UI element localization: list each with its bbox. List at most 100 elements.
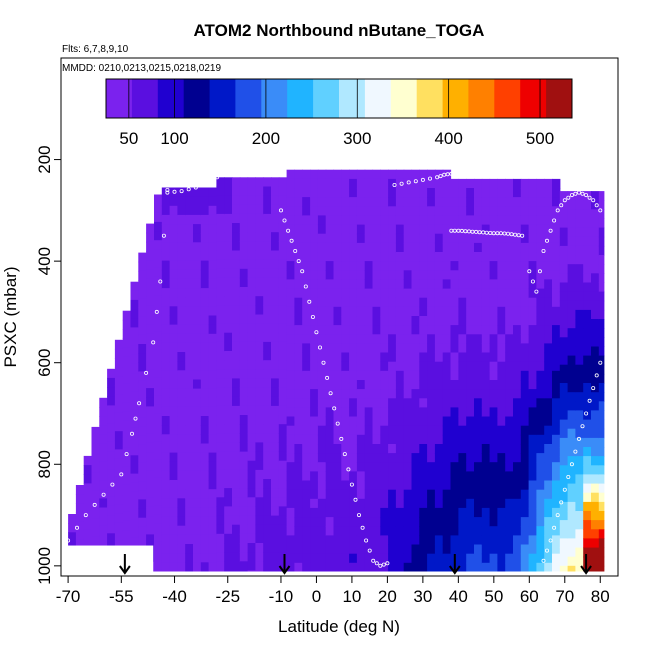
heatmap-cell — [310, 544, 319, 555]
heatmap-cell — [442, 480, 452, 491]
track-point — [573, 449, 578, 454]
heatmap-cell — [583, 245, 592, 256]
heatmap-cell — [403, 188, 413, 198]
heatmap-cell — [442, 270, 452, 280]
heatmap-cell — [466, 279, 475, 290]
heatmap-cell — [559, 419, 569, 430]
heatmap-cell — [474, 252, 483, 262]
heatmap-cell — [263, 415, 272, 425]
heatmap-cell — [169, 443, 178, 454]
heatmap-cell — [200, 480, 210, 490]
heatmap-cell — [325, 334, 335, 344]
heatmap-cell — [427, 252, 436, 262]
heatmap-cell — [481, 188, 491, 198]
heatmap-cell — [122, 310, 132, 321]
heatmap-cell — [333, 178, 342, 189]
track-point — [435, 175, 440, 180]
heatmap-cell — [294, 517, 303, 527]
heatmap-cell — [208, 233, 217, 243]
heatmap-cell — [169, 278, 178, 289]
heatmap-cell — [364, 498, 374, 509]
heatmap-cell — [224, 323, 233, 334]
heatmap-cell — [434, 553, 444, 564]
heatmap-cell — [489, 380, 498, 390]
heatmap-cell — [552, 361, 561, 372]
heatmap-cell — [434, 544, 444, 555]
heatmap-cell — [395, 270, 405, 280]
heatmap-cell — [497, 252, 506, 262]
heatmap-cell — [583, 492, 592, 503]
track-point — [289, 238, 294, 243]
heatmap-field — [61, 169, 605, 576]
heatmap-cell — [333, 434, 342, 445]
heatmap-cell — [310, 462, 319, 472]
heatmap-cell — [317, 444, 327, 454]
heatmap-cell — [380, 224, 389, 235]
heatmap-cell — [505, 370, 514, 381]
heatmap-cell — [325, 343, 335, 354]
colorbar-swatch — [339, 79, 366, 118]
heatmap-cell — [356, 352, 366, 363]
heatmap-cell — [434, 398, 444, 408]
y-tick-label: 1000 — [35, 547, 54, 585]
heatmap-cell — [598, 465, 605, 475]
heatmap-cell — [513, 343, 522, 354]
heatmap-cell — [232, 561, 241, 571]
heatmap-cell — [239, 515, 249, 526]
heatmap-cell — [481, 279, 491, 290]
heatmap-cell — [528, 526, 537, 536]
heatmap-cell — [146, 360, 155, 371]
heatmap-cell — [185, 224, 194, 234]
heatmap-cell — [528, 306, 537, 317]
heatmap-cell — [411, 544, 420, 555]
heatmap-cell — [520, 535, 530, 546]
heatmap-cell — [161, 397, 171, 408]
heatmap-cell — [161, 461, 171, 472]
heatmap-cell — [497, 389, 506, 399]
track-point — [569, 193, 574, 198]
heatmap-cell — [75, 512, 85, 523]
heatmap-cell — [177, 251, 186, 262]
heatmap-cell — [310, 535, 319, 546]
heatmap-cell — [356, 325, 366, 335]
heatmap-cell — [185, 251, 194, 262]
heatmap-cell — [481, 197, 491, 207]
heatmap-cell — [583, 538, 592, 549]
heatmap-cell — [528, 288, 537, 299]
heatmap-cell — [505, 434, 514, 445]
heatmap-cell — [278, 506, 288, 517]
heatmap-cell — [286, 416, 295, 427]
heatmap-cell — [325, 398, 335, 408]
heatmap-cell — [427, 562, 436, 572]
heatmap-cell — [544, 215, 553, 226]
heatmap-cell — [388, 526, 397, 536]
heatmap-cell — [146, 516, 155, 526]
heatmap-cell — [388, 416, 397, 427]
heatmap-cell — [302, 288, 311, 299]
heatmap-cell — [317, 416, 327, 427]
track-point — [119, 472, 124, 477]
heatmap-cell — [114, 467, 124, 478]
heatmap-cell — [193, 224, 202, 234]
heatmap-cell — [466, 233, 475, 244]
heatmap-cell — [559, 474, 569, 485]
heatmap-cell — [146, 232, 155, 243]
heatmap-cell — [232, 250, 241, 261]
heatmap-cell — [559, 437, 569, 448]
heatmap-cell — [177, 214, 186, 225]
heatmap-cell — [216, 460, 225, 471]
heatmap-cell — [185, 406, 194, 417]
heatmap-cell — [591, 483, 600, 494]
heatmap-cell — [208, 370, 217, 380]
heatmap-cell — [544, 297, 553, 308]
heatmap-cell — [481, 389, 491, 399]
track-point — [594, 203, 599, 208]
heatmap-cell — [450, 197, 459, 207]
heatmap-cell — [169, 288, 178, 298]
heatmap-cell — [536, 242, 545, 253]
heatmap-cell — [263, 506, 272, 517]
heatmap-cell — [161, 525, 171, 536]
heatmap-cell — [419, 334, 428, 344]
heatmap-cell — [528, 178, 537, 189]
heatmap-cell — [99, 535, 108, 545]
